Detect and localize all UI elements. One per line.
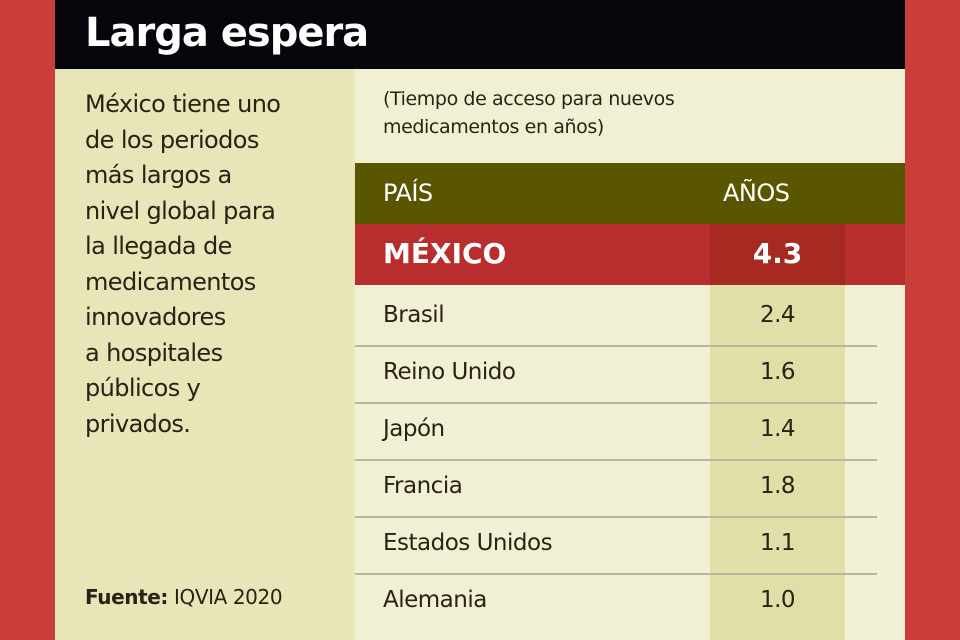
country-cell: Francia bbox=[383, 473, 463, 499]
description-panel: México tiene uno de los periodos más lar… bbox=[55, 69, 355, 640]
column-header-years: AÑOS bbox=[723, 179, 790, 207]
value-cell: 4.3 bbox=[752, 237, 803, 270]
description-line: México tiene uno bbox=[85, 90, 281, 118]
page-title: Larga espera bbox=[85, 10, 369, 56]
table-row: Reino Unido 1.6 bbox=[355, 346, 905, 404]
subtitle-line: medicamentos en años) bbox=[383, 116, 604, 138]
description-line: a hospitales bbox=[85, 338, 223, 367]
table-row-highlighted: MÉXICO 4.3 bbox=[355, 224, 905, 285]
description-line: innovadores bbox=[85, 303, 226, 331]
country-cell: Brasil bbox=[383, 302, 445, 328]
value-cell: 1.8 bbox=[759, 473, 796, 499]
source-label: Fuente: bbox=[85, 585, 169, 609]
value-column-highlight bbox=[710, 224, 845, 640]
description-line: públicos y bbox=[85, 374, 201, 402]
row-divider bbox=[355, 516, 877, 518]
table-panel: (Tiempo de acceso para nuevos medicament… bbox=[355, 69, 905, 640]
table-row: Alemania 1.0 bbox=[355, 574, 905, 631]
column-header-country: PAÍS bbox=[383, 179, 433, 207]
row-divider bbox=[355, 459, 877, 461]
subtitle-line: (Tiempo de acceso para nuevos bbox=[383, 88, 675, 110]
table-row: Brasil 2.4 bbox=[355, 289, 905, 347]
value-cell: 1.0 bbox=[759, 587, 796, 613]
country-cell: Alemania bbox=[383, 587, 487, 613]
source-value: IQVIA 2020 bbox=[174, 585, 283, 609]
row-divider bbox=[355, 402, 877, 404]
table-subtitle: (Tiempo de acceso para nuevos medicament… bbox=[383, 85, 675, 141]
description-line: de los periodos bbox=[85, 125, 259, 154]
country-cell: MÉXICO bbox=[383, 237, 507, 270]
country-cell: Japón bbox=[383, 416, 445, 442]
highlighted-value-cell bbox=[710, 224, 845, 285]
description-line: nivel global para bbox=[85, 196, 276, 225]
value-cell: 1.4 bbox=[759, 416, 796, 442]
row-divider bbox=[355, 573, 877, 575]
value-cell: 1.1 bbox=[759, 530, 796, 556]
value-cell: 1.6 bbox=[759, 359, 796, 385]
table-row: Estados Unidos 1.1 bbox=[355, 517, 905, 575]
country-cell: Estados Unidos bbox=[383, 530, 553, 556]
table-row: Japón 1.4 bbox=[355, 403, 905, 461]
description-line: medicamentos bbox=[85, 267, 256, 296]
description: México tiene uno de los periodos más lar… bbox=[85, 87, 345, 442]
title-bar: Larga espera bbox=[55, 0, 905, 69]
value-cell: 2.4 bbox=[759, 302, 796, 328]
country-cell: Reino Unido bbox=[383, 359, 516, 385]
table-row: Francia 1.8 bbox=[355, 460, 905, 518]
description-line: privados. bbox=[85, 409, 191, 438]
description-line: la llegada de bbox=[85, 232, 232, 260]
table-header: PAÍS AÑOS bbox=[355, 163, 905, 224]
source: Fuente: IQVIA 2020 bbox=[85, 585, 283, 609]
description-line: más largos a bbox=[85, 161, 232, 189]
row-divider bbox=[355, 345, 877, 347]
